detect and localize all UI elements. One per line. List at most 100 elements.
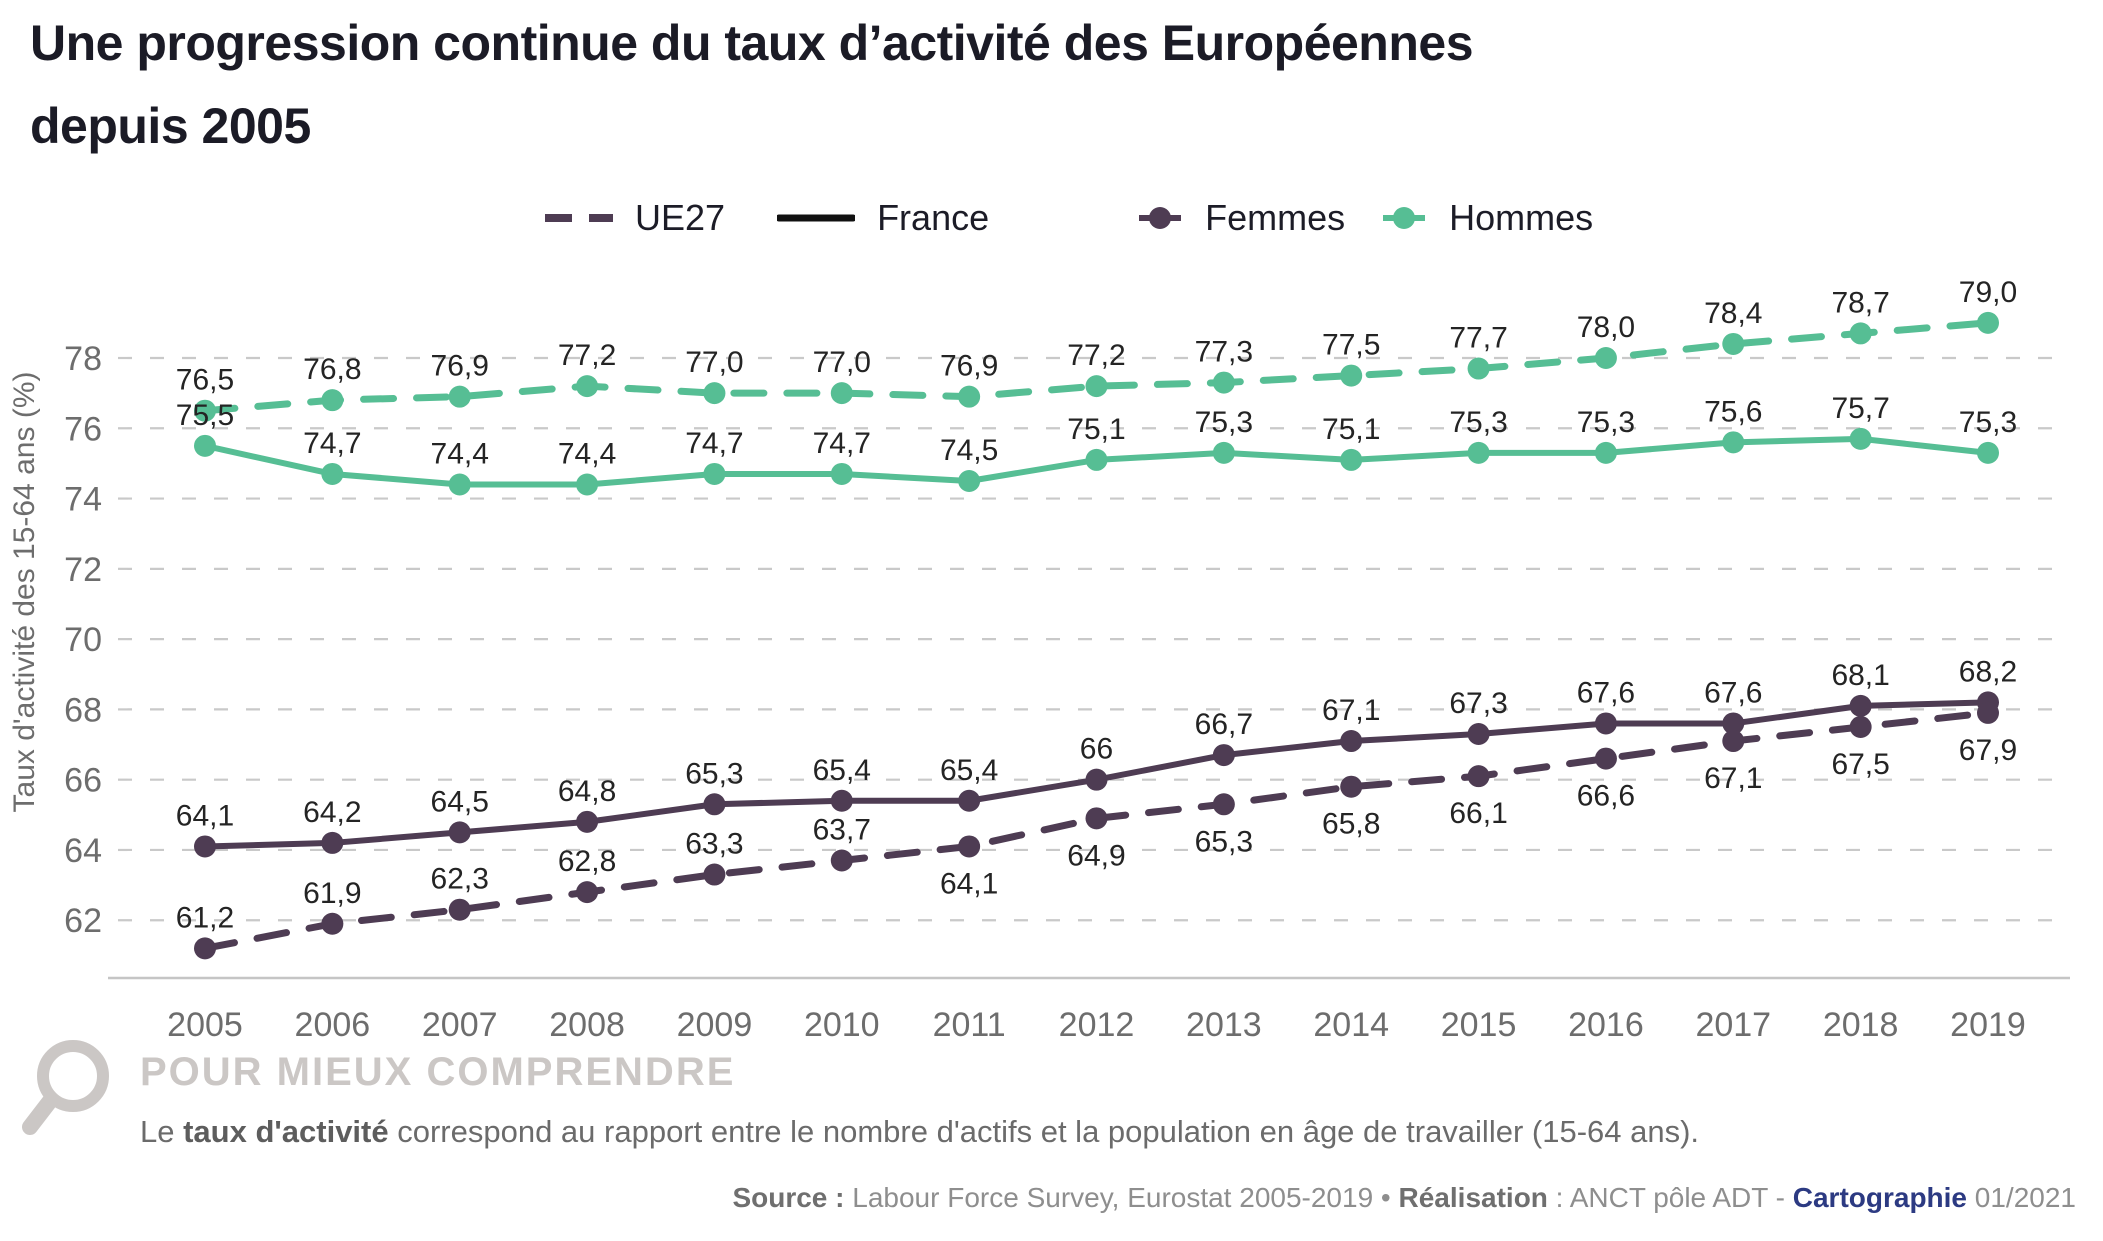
x-tick-label: 2009: [677, 1006, 753, 1044]
data-point: [194, 835, 216, 858]
data-point: [1976, 441, 1999, 464]
data-point-label: 75,3: [1959, 406, 2017, 439]
data-point-label: 67,5: [1831, 748, 1889, 781]
legend-item-femmes: Femmes: [1137, 197, 1345, 239]
data-point: [1085, 768, 1108, 791]
data-point: [1594, 441, 1617, 464]
legend-item-ue27: UE27: [543, 197, 725, 239]
data-point-label: 65,4: [940, 754, 998, 787]
y-tick-label: 70: [64, 621, 102, 659]
data-point-label: 67,1: [1322, 694, 1380, 727]
explainer-text: Le taux d'activité correspond au rapport…: [140, 1114, 1699, 1150]
explainer-post: correspond au rapport entre le nombre d'…: [388, 1114, 1700, 1149]
data-point: [703, 793, 726, 816]
page-title-line2: depuis 2005: [30, 98, 311, 154]
data-point-label: 74,5: [940, 434, 998, 467]
data-point: [1340, 730, 1363, 753]
data-point: [1722, 332, 1745, 355]
data-point: [958, 469, 981, 492]
data-point-label: 68,2: [1959, 655, 2017, 688]
x-tick-label: 2018: [1823, 1006, 1899, 1044]
data-point: [321, 462, 344, 485]
series-line-hommes-ue27: [201, 319, 1992, 415]
data-point: [1212, 441, 1235, 464]
data-point: [448, 385, 471, 408]
legend-item-hommes: Hommes: [1381, 197, 1593, 239]
data-point: [194, 434, 216, 457]
data-point: [703, 382, 726, 405]
y-axis-title: Taux d'activité des 15-64 ans (%): [8, 372, 41, 813]
x-tick-label: 2017: [1695, 1006, 1771, 1044]
x-tick-label: 2005: [167, 1006, 243, 1044]
data-point: [1085, 448, 1108, 471]
data-point: [321, 831, 344, 854]
data-point-label: 75,3: [1449, 406, 1507, 439]
solid-line-swatch-icon: [777, 214, 856, 222]
x-tick-label: 2015: [1441, 1006, 1517, 1044]
y-tick-label: 62: [64, 902, 102, 940]
page-title: Une progression continue du taux d’activ…: [30, 2, 1474, 168]
data-point-label: 65,4: [813, 754, 871, 787]
data-point-label: 67,3: [1449, 687, 1507, 720]
data-point-label: 74,4: [431, 438, 489, 471]
data-point: [1212, 793, 1235, 816]
data-point-label: 79,0: [1959, 276, 2017, 309]
data-point-label: 75,3: [1577, 406, 1635, 439]
data-point: [958, 835, 981, 858]
data-point: [1976, 311, 1999, 334]
data-point-label: 77,2: [558, 339, 616, 372]
legend-label-femmes: Femmes: [1205, 197, 1346, 238]
data-point-label: 61,9: [303, 877, 361, 910]
data-point-label: 75,3: [1195, 406, 1253, 439]
data-point: [1085, 807, 1108, 830]
data-point-label: 64,5: [431, 785, 489, 818]
page-title-line1: Une progression continue du taux d’activ…: [30, 15, 1474, 71]
data-point-label: 77,7: [1449, 322, 1507, 355]
data-point: [1849, 427, 1872, 450]
data-point: [1594, 747, 1617, 770]
data-point: [1849, 322, 1872, 345]
data-point-label: 76,9: [431, 350, 489, 383]
data-point: [1467, 722, 1490, 745]
x-tick-label: 2008: [549, 1006, 625, 1044]
data-point-label: 78,0: [1577, 311, 1635, 344]
explainer-term: taux d'activité: [183, 1114, 389, 1149]
dashed-line-swatch-icon: [545, 214, 613, 222]
legend-item-france: France: [777, 197, 989, 239]
data-point-label: 68,1: [1831, 659, 1889, 692]
x-tick-label: 2006: [295, 1006, 371, 1044]
data-point: [1212, 371, 1235, 394]
y-tick-label: 66: [64, 762, 102, 800]
cartographie-label: Cartographie: [1792, 1182, 1967, 1213]
data-point-label: 67,9: [1959, 734, 2017, 767]
data-point: [1722, 712, 1745, 735]
data-point-label: 75,1: [1322, 413, 1380, 446]
data-point-label: 77,5: [1322, 329, 1380, 362]
data-point-label: 78,7: [1831, 286, 1889, 319]
data-point-label: 62,3: [431, 863, 489, 896]
realisation-text: : ANCT pôle ADT -: [1547, 1182, 1793, 1213]
data-point: [1340, 448, 1363, 471]
data-point: [830, 382, 853, 405]
data-point: [1467, 441, 1490, 464]
x-tick-label: 2019: [1950, 1006, 2026, 1044]
data-point-label: 61,2: [176, 901, 234, 934]
data-point: [1849, 694, 1872, 717]
data-point: [1976, 701, 1999, 724]
data-point-label: 64,9: [1067, 839, 1125, 872]
data-point-label: 76,5: [176, 364, 234, 397]
data-point-label: 65,8: [1322, 808, 1380, 841]
x-tick-label: 2014: [1313, 1006, 1389, 1044]
data-point: [576, 473, 599, 496]
data-point-label: 67,6: [1704, 676, 1762, 709]
data-point-label: 66,6: [1577, 780, 1635, 813]
data-point: [321, 912, 344, 935]
data-point: [1594, 712, 1617, 735]
data-point: [1722, 431, 1745, 454]
data-point: [1340, 364, 1363, 387]
x-tick-label: 2011: [933, 1006, 1006, 1044]
data-point: [958, 385, 981, 408]
x-tick-label: 2010: [804, 1006, 880, 1044]
data-point: [958, 789, 981, 812]
hommes-marker-icon: [1383, 207, 1426, 229]
